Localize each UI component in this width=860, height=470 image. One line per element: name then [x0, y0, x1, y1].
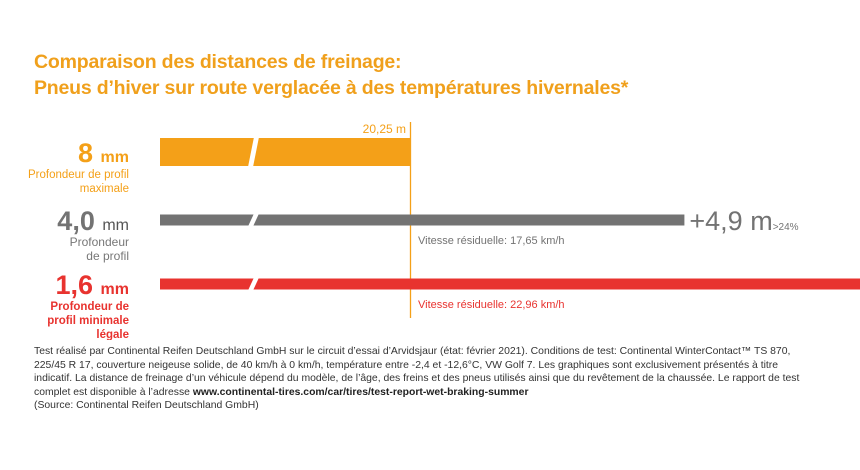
- tread-desc-1-line-1: Profondeur de profil: [28, 169, 129, 181]
- axis-break-3: [248, 277, 259, 291]
- tread-desc-2-line-2: de profil: [86, 249, 129, 263]
- footnote-link[interactable]: www.continental-tires.com/car/tires/test…: [192, 386, 529, 398]
- residual-speed-3: Vitesse résiduelle: 22,96 km/h: [418, 299, 565, 311]
- bar-2: [160, 214, 685, 226]
- footnote-source: (Source: Continental Reifen Deutschland …: [34, 400, 259, 412]
- residual-speed-2: Vitesse résiduelle: 17,65 km/h: [418, 235, 565, 247]
- tread-value-2: 4,0 mm: [57, 206, 129, 236]
- bar-3: [160, 278, 860, 290]
- footnote: Test réalisé par Continental Reifen Deut…: [34, 345, 814, 413]
- axis-break-1: [248, 137, 259, 167]
- reference-label: 20,25 m: [363, 122, 406, 136]
- diff-label-2: +4,9 m>24%: [689, 206, 798, 236]
- bar-1: [160, 138, 410, 166]
- tread-value-3: 1,6 mm: [56, 270, 130, 300]
- tread-desc-3-line-1: Profondeur de: [50, 301, 129, 313]
- tread-desc-3-line-3: légale: [96, 329, 129, 340]
- chart-subtitle: Pneus d’hiver sur route verglacée à des …: [34, 77, 629, 99]
- footnote-text: Test réalisé par Continental Reifen Deut…: [34, 346, 800, 398]
- axis-break-2: [248, 213, 259, 227]
- tread-desc-1-line-2: maximale: [80, 183, 129, 195]
- tread-desc-3-line-2: profil minimale: [47, 315, 129, 327]
- tread-value-1: 8 mm: [78, 138, 129, 168]
- chart-title: Comparaison des distances de freinage:: [34, 51, 402, 73]
- tread-desc-2-line-1: Profondeur: [70, 235, 129, 249]
